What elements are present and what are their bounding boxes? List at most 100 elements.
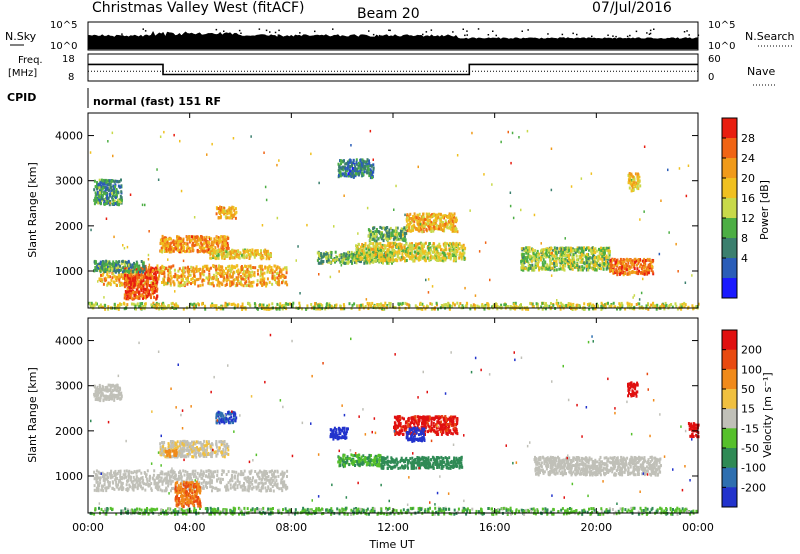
heatmap-cell	[156, 294, 159, 298]
heatmap-cell	[215, 276, 218, 280]
heatmap-cell	[402, 256, 405, 260]
heatmap-cell	[559, 307, 562, 311]
heatmap-cell	[598, 264, 601, 267]
heatmap-cell	[376, 247, 379, 251]
heatmap-cell	[180, 269, 183, 273]
heatmap-cell	[429, 302, 432, 306]
heatmap-cell	[509, 307, 512, 311]
heatmap-cell	[542, 256, 545, 260]
heatmap-cell	[405, 259, 408, 262]
heatmap-cell	[169, 278, 172, 282]
heatmap-cell	[408, 226, 411, 230]
heatmap-cell	[220, 252, 223, 256]
heatmap-cell	[601, 259, 604, 263]
heatmap-cell	[226, 254, 228, 258]
heatmap-cell	[136, 282, 139, 286]
heatmap-cell	[452, 253, 455, 257]
heatmap-cell	[175, 303, 178, 307]
heatmap-cell	[452, 229, 454, 233]
heatmap-cell	[340, 255, 343, 259]
heatmap-cell	[114, 179, 117, 183]
heatmap-cell	[211, 245, 214, 249]
heatmap-cell	[417, 256, 420, 260]
heatmap-cell	[483, 307, 486, 311]
heatmap-cell	[377, 242, 380, 246]
heatmap-cell	[404, 251, 407, 255]
heatmap-cell	[411, 219, 414, 223]
heatmap-cell	[647, 263, 650, 267]
heatmap-cell	[625, 265, 628, 269]
heatmap-cell	[166, 245, 169, 249]
heatmap-cell	[391, 247, 394, 251]
heatmap-cell	[537, 262, 539, 266]
heatmap-cell	[606, 266, 609, 270]
heatmap-cell	[509, 305, 512, 308]
heatmap-cell	[379, 242, 382, 246]
heatmap-cell	[395, 226, 398, 230]
noise-search-point	[265, 29, 268, 32]
heatmap-cell	[113, 199, 116, 203]
heatmap-cell	[316, 258, 319, 262]
heatmap-cell	[449, 257, 452, 261]
heatmap-cell	[199, 274, 202, 278]
heatmap-cell	[582, 251, 585, 255]
heatmap-cell	[575, 265, 578, 269]
heatmap-cell	[622, 258, 625, 261]
heatmap-cell	[382, 259, 385, 263]
heatmap-cell	[578, 265, 581, 269]
heatmap-cell	[278, 270, 281, 274]
heatmap-cell	[229, 254, 232, 258]
heatmap-cell	[413, 225, 416, 229]
heatmap-cell	[171, 247, 174, 251]
heatmap-cell	[120, 266, 123, 270]
heatmap-cell	[247, 269, 250, 273]
heatmap-cell	[450, 253, 453, 257]
heatmap-cell	[534, 259, 537, 263]
heatmap-cell	[111, 276, 114, 280]
heatmap-cell	[318, 252, 321, 255]
heatmap-cell	[381, 243, 384, 247]
heatmap-cell	[120, 275, 123, 279]
heatmap-cell	[127, 292, 130, 296]
heatmap-cell	[425, 212, 428, 216]
heatmap-cell	[397, 237, 400, 241]
heatmap-cell	[266, 304, 269, 308]
heatmap-cell	[420, 217, 423, 221]
heatmap-cell	[452, 259, 455, 263]
heatmap-cell	[573, 265, 576, 269]
heatmap-cell	[608, 264, 611, 268]
heatmap-cell	[605, 254, 608, 258]
heatmap-cell	[132, 290, 135, 294]
heatmap-cell	[135, 288, 138, 292]
heatmap-cell	[401, 230, 404, 234]
heatmap-cell	[560, 259, 563, 263]
heatmap-cell	[568, 248, 570, 252]
heatmap-cell	[568, 258, 571, 261]
heatmap-cell	[546, 247, 549, 251]
heatmap-cell	[561, 260, 564, 264]
heatmap-cell	[229, 275, 232, 279]
heatmap-cell	[96, 264, 99, 268]
heatmap-cell	[514, 301, 517, 305]
heatmap-cell	[163, 283, 166, 287]
heatmap-cell	[383, 304, 386, 308]
heatmap-cell	[532, 252, 535, 255]
heatmap-cell	[554, 248, 556, 252]
heatmap-cell	[225, 283, 228, 286]
heatmap-cell	[630, 305, 633, 309]
heatmap-cell	[616, 258, 619, 262]
heatmap-cell	[656, 305, 658, 309]
heatmap-cell	[419, 303, 421, 306]
heatmap-cell	[234, 303, 237, 307]
heatmap-cell	[602, 304, 605, 308]
heatmap-cell	[538, 252, 541, 256]
heatmap-cell	[455, 243, 458, 247]
heatmap-cell	[140, 284, 143, 288]
heatmap-cell	[401, 249, 404, 253]
heatmap-cell	[400, 244, 403, 248]
heatmap-cell	[93, 179, 96, 183]
heatmap-cell	[154, 272, 157, 276]
heatmap-cell	[448, 218, 451, 222]
heatmap-cell	[393, 241, 396, 245]
noise-search-point	[121, 33, 123, 35]
